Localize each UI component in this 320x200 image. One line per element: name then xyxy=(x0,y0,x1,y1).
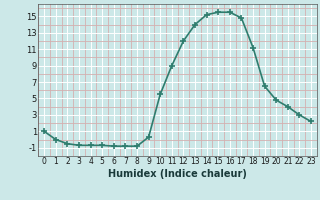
X-axis label: Humidex (Indice chaleur): Humidex (Indice chaleur) xyxy=(108,169,247,179)
